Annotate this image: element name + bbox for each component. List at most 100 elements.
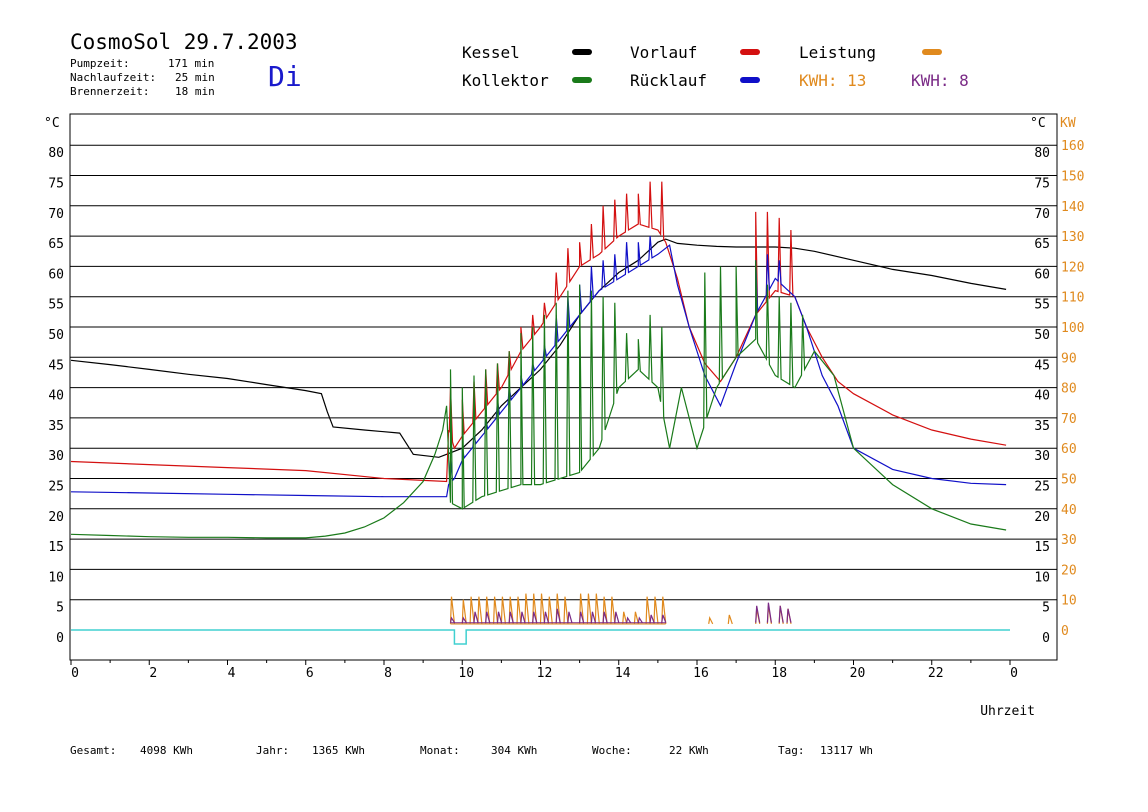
jahr-label: Jahr: [256,744,290,757]
x-tick-label: 18 [771,666,787,681]
legend-vorlauf-swatch [740,49,760,55]
y-tick-label-left: 30 [48,449,64,464]
series-kollektor-line [70,260,1007,539]
x-tick-label: 10 [458,666,474,681]
x-tick-label: 22 [928,666,944,681]
y2-tick-label: 140 [1061,200,1084,215]
y-tick-label-right: 65 [1034,237,1050,252]
y2-tick-label: 20 [1061,563,1077,578]
y-tick-label-left: 20 [48,510,64,525]
y2-tick-label: 10 [1061,594,1077,609]
legend-vorlauf-label: Vorlauf [630,43,698,62]
y2-tick-label: 70 [1061,412,1077,427]
woche-value: 22 KWh [669,744,709,757]
y-tick-label-left: 40 [48,389,64,404]
y2-tick-label: 160 [1061,139,1084,154]
x-tick-label: 6 [306,666,314,681]
pumpzeit-label: Pumpzeit: [70,57,130,70]
woche-label: Woche: [592,744,632,757]
y-tick-label-right: 0 [1042,631,1050,646]
gesamt-value: 4098 KWh [140,744,193,757]
x-tick-label: 20 [850,666,866,681]
x-tick-label: 8 [384,666,392,681]
y2-tick-label: 40 [1061,503,1077,518]
y-tick-label-left: 5 [56,601,64,616]
y-axis-unit-right: °C [1030,116,1046,131]
y-tick-label-right: 20 [1034,510,1050,525]
y-tick-label-right: 5 [1042,601,1050,616]
y-tick-label-left: 60 [48,267,64,282]
y-tick-label-left: 75 [48,177,64,192]
legend-ruecklauf-swatch [740,77,760,83]
y-tick-label-right: 15 [1034,540,1050,555]
y-tick-label-left: 15 [48,540,64,555]
y2-tick-label: 150 [1061,170,1084,185]
y-tick-label-left: 80 [48,146,64,161]
y2-axis-unit: KW [1060,116,1076,131]
x-tick-label: 14 [615,666,631,681]
y2-tick-label: 50 [1061,473,1077,488]
series-kessel-line [70,238,1007,458]
y2-tick-label: 60 [1061,442,1077,457]
kwh-purple-value: KWH: 8 [911,71,969,90]
legend-leistung-label: Leistung [799,43,877,62]
monat-label: Monat: [420,744,460,757]
y-tick-label-right: 35 [1034,419,1050,434]
y-tick-label-left: 50 [48,328,64,343]
y2-tick-label: 120 [1061,260,1084,275]
brennerzeit-label: Brennerzeit: [70,85,150,98]
y-tick-label-left: 10 [48,570,64,585]
nachlaufzeit-value: 25 min [175,71,215,84]
x-tick-label: 0 [1010,666,1018,681]
pumpzeit-value: 171 min [168,57,215,70]
series-vorlauf-line [70,181,1007,483]
jahr-value: 1365 KWh [312,744,365,757]
y2-tick-label: 80 [1061,382,1077,397]
y-axis-unit-left: °C [44,116,60,131]
y-tick-label-left: 65 [48,237,64,252]
y-tick-label-left: 0 [56,631,64,646]
y-tick-label-right: 75 [1034,177,1050,192]
y-tick-label-right: 55 [1034,298,1050,313]
y-tick-label-right: 50 [1034,328,1050,343]
y2-tick-label: 90 [1061,351,1077,366]
weekday-label: Di [268,60,302,93]
y-tick-label-right: 25 [1034,480,1050,495]
legend-kollektor-label: Kollektor [462,71,549,90]
x-tick-label: 16 [693,666,709,681]
y-tick-label-right: 70 [1034,207,1050,222]
series-ruecklauf-line [70,236,1007,498]
y-tick-label-left: 45 [48,358,64,373]
y-tick-label-left: 25 [48,480,64,495]
y2-tick-label: 0 [1061,624,1069,639]
x-tick-label: 12 [537,666,553,681]
x-tick-label: 0 [71,666,79,681]
monat-value: 304 KWh [491,744,538,757]
plot-frame [69,113,1058,661]
series-kwh2-spikes [449,602,792,624]
y-tick-label-left: 35 [48,419,64,434]
baseline-line [71,629,1010,645]
y-tick-label-right: 40 [1034,389,1050,404]
y2-tick-label: 30 [1061,533,1077,548]
legend-kessel-swatch [572,49,592,55]
x-tick-label: 2 [149,666,157,681]
brennerzeit-value: 18 min [175,85,215,98]
gesamt-label: Gesamt: [70,744,117,757]
y2-tick-label: 110 [1061,291,1084,306]
legend-leistung-swatch [922,49,942,55]
y-tick-label-right: 45 [1034,358,1050,373]
x-tick-label: 4 [228,666,236,681]
tag-value: 13117 Wh [820,744,873,757]
series-leistung-spikes [449,593,792,625]
legend-kessel-label: Kessel [462,43,520,62]
y2-tick-label: 130 [1061,230,1084,245]
x-axis-label: Uhrzeit [980,704,1035,719]
legend-ruecklauf-label: Rücklauf [630,71,708,90]
y-tick-label-left: 55 [48,298,64,313]
y2-tick-label: 100 [1061,321,1084,336]
y-tick-label-right: 30 [1034,449,1050,464]
y-tick-label-right: 80 [1034,146,1050,161]
legend-kollektor-swatch [572,77,592,83]
